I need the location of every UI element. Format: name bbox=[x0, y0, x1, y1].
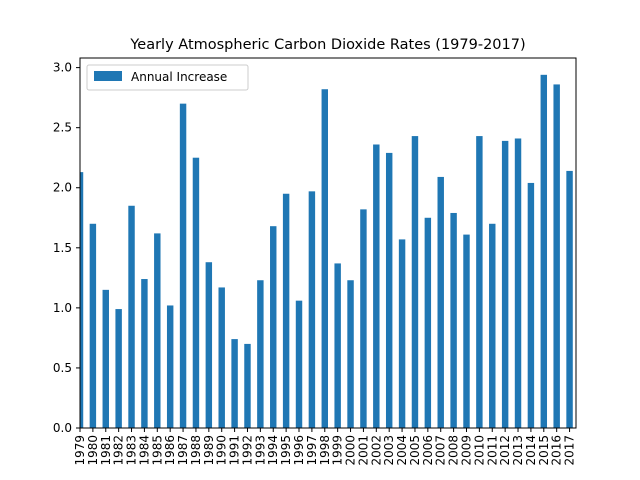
x-tick-label: 1987 bbox=[176, 435, 190, 466]
y-tick-label: 2.5 bbox=[53, 121, 72, 135]
x-tick-label: 2005 bbox=[408, 435, 422, 466]
x-tick-label: 1992 bbox=[240, 435, 254, 466]
bar-2005 bbox=[411, 136, 419, 428]
bar-1992 bbox=[244, 343, 251, 428]
bars-group bbox=[80, 74, 573, 429]
bar-1979 bbox=[80, 172, 84, 428]
x-tick-label: 1995 bbox=[279, 435, 293, 466]
x-tick-label: 1979 bbox=[73, 435, 87, 466]
x-tick-label: 1989 bbox=[202, 435, 216, 466]
legend: Annual Increase bbox=[86, 64, 249, 91]
bar-1986 bbox=[166, 305, 174, 428]
bar-2003 bbox=[385, 152, 393, 429]
bar-1995 bbox=[282, 193, 290, 428]
x-tick-label: 1997 bbox=[305, 435, 319, 466]
bar-2004 bbox=[398, 239, 406, 428]
x-tick-label: 2010 bbox=[472, 435, 486, 466]
bar-1980 bbox=[89, 223, 97, 428]
x-tick-label: 2002 bbox=[369, 435, 383, 466]
bar-1981 bbox=[102, 289, 109, 428]
bar-1984 bbox=[141, 279, 148, 428]
bar-1983 bbox=[128, 205, 135, 428]
bar-1998 bbox=[321, 89, 328, 428]
x-tick-label: 1991 bbox=[228, 435, 242, 466]
chart-title: Yearly Atmospheric Carbon Dioxide Rates … bbox=[129, 37, 525, 53]
x-tick-label: 1983 bbox=[125, 435, 139, 466]
bar-2009 bbox=[463, 234, 470, 428]
x-tick-label: 1994 bbox=[266, 435, 280, 466]
bar-2012 bbox=[501, 140, 509, 428]
x-tick-label: 1985 bbox=[150, 435, 164, 466]
legend-box bbox=[86, 64, 249, 91]
bar-1988 bbox=[192, 157, 200, 428]
x-tick-label: 1984 bbox=[137, 435, 151, 466]
bar-2001 bbox=[360, 209, 367, 428]
bar-1989 bbox=[205, 262, 213, 428]
y-tick-label: 2.0 bbox=[53, 181, 72, 195]
bar-1996 bbox=[295, 300, 303, 428]
x-tick-label: 2008 bbox=[447, 435, 461, 466]
x-axis: 1979198019811982198319841985198619871988… bbox=[73, 428, 577, 466]
x-tick-label: 1996 bbox=[292, 435, 306, 466]
x-tick-label: 2001 bbox=[356, 435, 370, 466]
y-tick-label: 0.5 bbox=[53, 361, 72, 375]
x-tick-label: 1998 bbox=[318, 435, 332, 466]
y-tick-label: 3.0 bbox=[53, 61, 72, 75]
x-tick-label: 1981 bbox=[99, 435, 113, 466]
bar-1990 bbox=[218, 287, 225, 428]
x-tick-label: 2013 bbox=[511, 435, 525, 466]
bar-1994 bbox=[270, 226, 277, 428]
y-tick-label: 1.5 bbox=[53, 241, 72, 255]
bar-1982 bbox=[115, 309, 122, 428]
x-tick-label: 1988 bbox=[189, 435, 203, 466]
bar-2000 bbox=[347, 280, 354, 428]
x-tick-label: 2004 bbox=[395, 435, 409, 466]
x-tick-label: 2007 bbox=[434, 435, 448, 466]
x-tick-label: 1993 bbox=[253, 435, 267, 466]
x-tick-label: 2003 bbox=[382, 435, 396, 466]
x-tick-label: 1982 bbox=[112, 435, 126, 466]
x-tick-label: 1990 bbox=[215, 435, 229, 466]
bar-1985 bbox=[154, 233, 161, 428]
bar-2007 bbox=[437, 176, 444, 428]
legend-swatch bbox=[94, 71, 122, 81]
bar-2008 bbox=[450, 212, 457, 428]
x-tick-label: 2012 bbox=[498, 435, 512, 466]
bar-1999 bbox=[334, 263, 341, 428]
x-tick-label: 1980 bbox=[86, 435, 100, 466]
x-tick-label: 2011 bbox=[485, 435, 499, 466]
y-tick-label: 0.0 bbox=[53, 421, 72, 435]
legend-label: Annual Increase bbox=[131, 70, 227, 84]
y-axis: 0.0 0.5 1.0 1.5 2.0 2.5 3.0 bbox=[53, 61, 80, 435]
bar-2006 bbox=[424, 217, 432, 428]
bar-2013 bbox=[514, 138, 522, 429]
x-tick-label: 1999 bbox=[331, 435, 345, 466]
bar-1991 bbox=[231, 339, 238, 428]
plot-frame bbox=[79, 57, 577, 429]
x-tick-label: 2016 bbox=[550, 435, 564, 466]
bar-2011 bbox=[489, 223, 496, 428]
x-tick-label: 2015 bbox=[537, 435, 551, 466]
bar-2010 bbox=[476, 136, 483, 428]
bar-2016 bbox=[553, 84, 560, 428]
x-tick-label: 2006 bbox=[421, 435, 435, 466]
y-tick-label: 1.0 bbox=[53, 301, 72, 315]
x-tick-label: 1986 bbox=[163, 435, 177, 466]
bar-2002 bbox=[373, 144, 380, 428]
x-tick-label: 2014 bbox=[524, 435, 538, 466]
x-tick-label: 2009 bbox=[459, 435, 473, 466]
bar-2015 bbox=[540, 74, 548, 429]
bar-1993 bbox=[257, 280, 264, 428]
x-tick-label: 2000 bbox=[344, 435, 358, 466]
x-tick-label: 2017 bbox=[563, 435, 577, 466]
bar-1987 bbox=[179, 103, 187, 428]
bar-1997 bbox=[308, 191, 316, 428]
bar-2014 bbox=[527, 182, 535, 428]
bar-2017 bbox=[566, 170, 573, 429]
